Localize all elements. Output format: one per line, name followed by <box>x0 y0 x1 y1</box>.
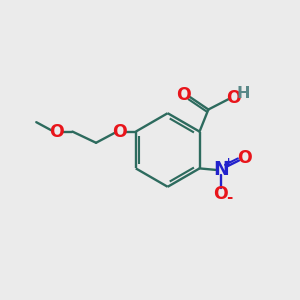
Text: O: O <box>226 89 241 107</box>
Text: O: O <box>176 86 191 104</box>
Text: +: + <box>224 157 234 166</box>
Text: H: H <box>237 86 250 101</box>
Text: -: - <box>226 190 232 205</box>
Text: O: O <box>213 185 228 203</box>
Text: O: O <box>238 149 252 167</box>
Text: N: N <box>213 160 229 179</box>
Text: O: O <box>49 123 64 141</box>
Text: O: O <box>112 123 127 141</box>
